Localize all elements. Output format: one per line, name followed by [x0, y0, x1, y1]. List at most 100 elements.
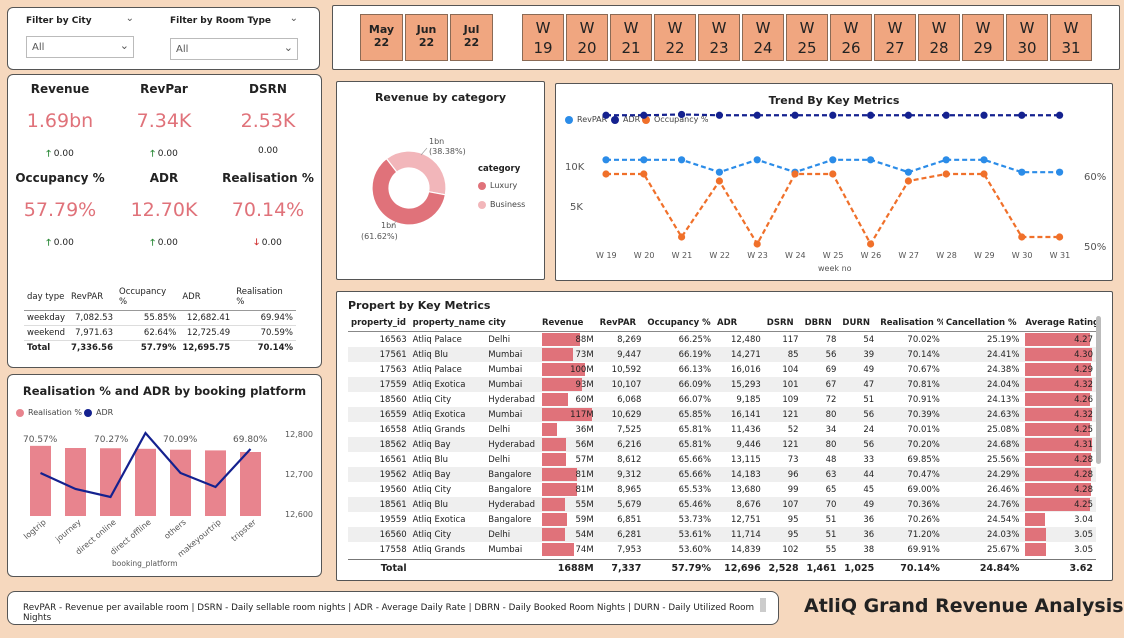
week-slicer-button[interactable]: W 20 [566, 14, 608, 61]
data-point[interactable] [904, 168, 912, 176]
bar[interactable] [170, 449, 191, 516]
data-point[interactable] [980, 156, 988, 164]
month-slicer-button[interactable]: Jul 22 [450, 14, 493, 61]
data-point[interactable] [1018, 168, 1026, 176]
data-point[interactable] [715, 168, 723, 176]
column-header[interactable]: Average Rating [1022, 314, 1096, 331]
data-point[interactable] [640, 170, 648, 178]
data-point[interactable] [753, 156, 761, 164]
data-point[interactable] [1056, 168, 1064, 176]
bar[interactable] [65, 448, 86, 516]
bar[interactable] [205, 450, 226, 516]
legend-item[interactable]: Business [478, 200, 525, 209]
platform-chart[interactable]: 12,800 12,700 12,600 70.57% 70.27% 70.09… [8, 375, 321, 576]
week-slicer-button[interactable]: W 21 [610, 14, 652, 61]
data-point[interactable] [980, 111, 988, 119]
table-row[interactable]: 18561 Atliq Blu Hyderabad 55M 5,679 65.46% 8,6… [348, 497, 1096, 512]
data-point[interactable] [678, 233, 686, 241]
week-slicer-button[interactable]: W 22 [654, 14, 696, 61]
column-header[interactable]: property_name [410, 314, 486, 331]
data-point[interactable] [602, 170, 610, 178]
column-header[interactable]: DSRN [764, 314, 802, 331]
data-point[interactable] [640, 111, 648, 119]
month-slicer-button[interactable]: Jun 22 [405, 14, 448, 61]
city-select[interactable]: All ⌄ [26, 36, 134, 58]
trend-chart[interactable]: 10K 5K 60% 50% week no W 19 W 20 W 21 W 22 W… [556, 84, 1112, 280]
data-point[interactable] [602, 156, 610, 164]
bar[interactable] [100, 448, 121, 516]
data-point[interactable] [1056, 111, 1064, 119]
table-row[interactable]: 16558 Atliq Grands Delhi 36M 7,525 65.81% 11,4… [348, 422, 1096, 437]
legend-item[interactable]: RevPAR [565, 115, 607, 124]
room-type-filter[interactable]: Filter by Room Type ⌄ All ⌄ [170, 13, 298, 60]
week-slicer-button[interactable]: W 31 [1050, 14, 1092, 61]
data-point[interactable] [640, 156, 648, 164]
data-point[interactable] [942, 170, 950, 178]
legend-item[interactable]: ADR [84, 408, 113, 417]
data-point[interactable] [753, 111, 761, 119]
donut-slice-business[interactable] [385, 150, 447, 196]
column-header[interactable]: ADR [714, 314, 764, 331]
table-row[interactable]: 16563 Atliq Palace Delhi 88M 8,269 66.25% 12,4… [348, 332, 1096, 347]
week-slicer-button[interactable]: W 24 [742, 14, 784, 61]
data-point[interactable] [678, 156, 686, 164]
city-filter[interactable]: Filter by City ⌄ All ⌄ [26, 13, 134, 58]
data-point[interactable] [980, 170, 988, 178]
data-point[interactable] [867, 111, 875, 119]
week-slicer-button[interactable]: W 26 [830, 14, 872, 61]
adr-line[interactable] [40, 431, 252, 499]
data-point[interactable] [867, 240, 875, 248]
data-point[interactable] [791, 170, 799, 178]
column-header[interactable]: ADR [179, 284, 234, 311]
data-point[interactable] [715, 177, 723, 185]
legend-item[interactable]: Realisation % [16, 408, 82, 417]
data-point[interactable] [829, 156, 837, 164]
column-header[interactable]: Revenue [539, 314, 597, 331]
data-point[interactable] [829, 170, 837, 178]
data-point[interactable] [1018, 111, 1026, 119]
data-point[interactable] [829, 111, 837, 119]
data-point[interactable] [942, 156, 950, 164]
table-row[interactable]: 18562 Atliq Bay Hyderabad 56M 6,216 65.81% 9,4… [348, 437, 1096, 452]
column-header[interactable]: DURN [839, 314, 877, 331]
column-header[interactable]: Occupancy % [116, 284, 180, 311]
week-slicer-button[interactable]: W 28 [918, 14, 960, 61]
data-point[interactable] [791, 111, 799, 119]
data-point[interactable] [867, 156, 875, 164]
column-header[interactable]: city [485, 314, 539, 331]
table-row[interactable]: 19560 Atliq City Bangalore 81M 8,965 65.53% 13… [348, 482, 1096, 497]
data-point[interactable] [678, 110, 686, 119]
data-point[interactable] [1018, 233, 1026, 241]
week-slicer-button[interactable]: W 25 [786, 14, 828, 61]
legend-item[interactable]: ADR [611, 115, 640, 124]
column-header[interactable]: Occupancy % [644, 314, 714, 331]
table-row[interactable]: 19562 Atliq Bay Bangalore 81M 9,312 65.66% 14,… [348, 467, 1096, 482]
table-row[interactable]: 16559 Atliq Exotica Mumbai 117M 10,629 65.85%… [348, 407, 1096, 422]
month-slicer-button[interactable]: May 22 [360, 14, 403, 61]
table-row[interactable]: 16560 Atliq City Delhi 54M 6,281 53.61% 11,714… [348, 527, 1096, 542]
data-point[interactable] [715, 111, 723, 119]
week-slicer-button[interactable]: W 30 [1006, 14, 1048, 61]
week-slicer-button[interactable]: W 29 [962, 14, 1004, 61]
donut-chart[interactable]: 1bn (38.38%) 1bn (61.62%) [337, 108, 544, 278]
room-type-select[interactable]: All ⌄ [170, 38, 298, 60]
table-row[interactable]: 17563 Atliq Palace Mumbai 100M 10,592 66.13% 1… [348, 362, 1096, 377]
donut-slice-luxury[interactable] [371, 157, 447, 226]
column-header[interactable]: RevPAR [597, 314, 645, 331]
column-header[interactable]: property_id [348, 314, 410, 331]
series-line[interactable] [606, 172, 1060, 247]
column-header[interactable]: Cancellation % [943, 314, 1023, 331]
data-point[interactable] [942, 111, 950, 119]
data-point[interactable] [602, 111, 610, 119]
week-slicer-button[interactable]: W 23 [698, 14, 740, 61]
column-header[interactable]: RevPAR [68, 284, 116, 311]
scroll-handle[interactable] [760, 598, 766, 612]
data-point[interactable] [904, 111, 912, 119]
bar[interactable] [135, 448, 156, 516]
week-slicer-button[interactable]: W 27 [874, 14, 916, 61]
data-point[interactable] [904, 177, 912, 185]
column-header[interactable]: DBRN [802, 314, 840, 331]
table-row[interactable]: 18560 Atliq City Hyderabad 60M 6,068 66.07% 9,… [348, 392, 1096, 407]
bar[interactable] [30, 445, 51, 516]
scrollbar[interactable] [1096, 316, 1101, 464]
